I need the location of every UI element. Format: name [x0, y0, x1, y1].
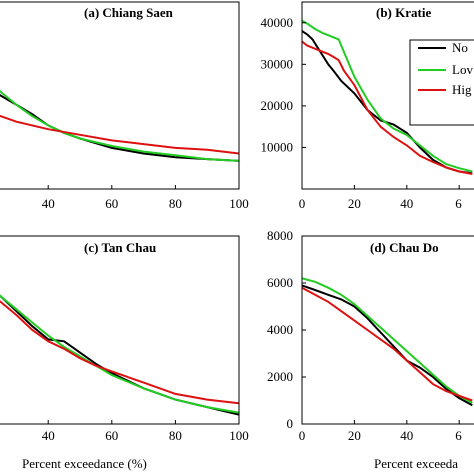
panel-c-title: (c) Tan Chau [84, 240, 156, 255]
panel-d-x-tick-label: 40 [400, 428, 413, 443]
panel-d-x-tick-label: 6 [455, 428, 462, 443]
legend: No Lov Hig [409, 39, 474, 126]
legend-label-high: Hig [452, 82, 472, 97]
panel-d-x-ticks: 0 20 40 6 [299, 420, 462, 443]
panel-c-x-ticks: 20406080100 [42, 420, 249, 443]
x-axis-label-left: Percent exceedance (%) [22, 456, 147, 471]
panel-b-y-ticks: 10000 20000 30000 40000 [261, 15, 306, 154]
panel-d-y-tick-label: 8000 [267, 228, 293, 243]
panel-c-lines [0, 294, 239, 416]
legend-label-no: No [452, 40, 468, 55]
panel-c-x-tick-label: 80 [169, 428, 182, 443]
panel-b-y-tick-label: 30000 [261, 56, 294, 71]
panel-b-kratie: (b) Kratie 0 20 40 6 10000 20000 30000 40000 N… [261, 1, 474, 211]
panel-c-series-lov [0, 294, 239, 414]
panel-b-y-tick-label: 20000 [261, 98, 294, 113]
panel-b-x-tick-label: 6 [455, 196, 462, 211]
panel-b-y-tick-label: 10000 [261, 139, 294, 154]
panel-d-y-tick-label: 4000 [267, 322, 293, 337]
panel-a-x-tick-label: 60 [105, 196, 118, 211]
panel-d-y-tick-label: 2000 [267, 369, 293, 384]
panel-a-x-tick-label: 40 [42, 196, 55, 211]
panel-b-series-lov [302, 19, 473, 173]
panel-b-series-no [302, 30, 473, 175]
panel-b-x-tick-label: 0 [299, 196, 306, 211]
panel-b-title: (b) Kratie [376, 5, 431, 20]
panel-b-lines [302, 19, 473, 175]
panel-d-y-tick-label: 0 [287, 416, 294, 431]
panel-b-x-tick-label: 40 [400, 196, 413, 211]
panel-c-series-no [0, 294, 239, 416]
panel-c-x-tick-label: 40 [42, 428, 55, 443]
panel-c-x-tick-label: 60 [105, 428, 118, 443]
panel-c-frame [0, 235, 240, 425]
panel-a-x-tick-label: 100 [229, 196, 249, 211]
panel-d-x-tick-label: 0 [299, 428, 306, 443]
panel-d-y-ticks: 0 2000 4000 6000 8000 [267, 228, 306, 431]
panel-d-series-hig [302, 286, 473, 402]
panel-a-series-no [0, 93, 239, 162]
panel-a-x-tick-label: 80 [169, 196, 182, 211]
panel-d-title: (d) Chau Do [370, 240, 439, 255]
panel-a-chiang-saen: (a) Chiang Saen 20406080100 [0, 1, 249, 211]
panel-a-series-lov [0, 89, 239, 162]
panel-a-lines [0, 89, 239, 162]
x-axis-label-right: Percent exceeda [374, 456, 458, 471]
panel-a-series-hig [0, 114, 239, 155]
panel-c-series-hig [0, 300, 239, 405]
panel-c-x-tick-label: 100 [229, 428, 249, 443]
panel-b-x-tick-label: 20 [348, 196, 361, 211]
panel-d-series-no [302, 284, 473, 407]
panel-d-lines [302, 277, 473, 407]
panel-d-x-tick-label: 20 [348, 428, 361, 443]
panel-a-frame [0, 1, 240, 190]
panel-b-frame [301, 1, 474, 190]
panel-d-frame [301, 235, 474, 425]
panel-b-series-hig [302, 40, 473, 175]
panel-a-x-ticks: 20406080100 [42, 185, 249, 211]
legend-box [409, 39, 474, 126]
panel-d-series-lov [302, 277, 473, 404]
panel-b-y-tick-label: 40000 [261, 15, 294, 30]
panel-a-title: (a) Chiang Saen [84, 5, 174, 20]
legend-label-low: Lov [452, 62, 473, 77]
panel-c-tan-chau: (c) Tan Chau 20406080100 [0, 235, 249, 443]
panel-d-y-tick-label: 6000 [267, 275, 293, 290]
